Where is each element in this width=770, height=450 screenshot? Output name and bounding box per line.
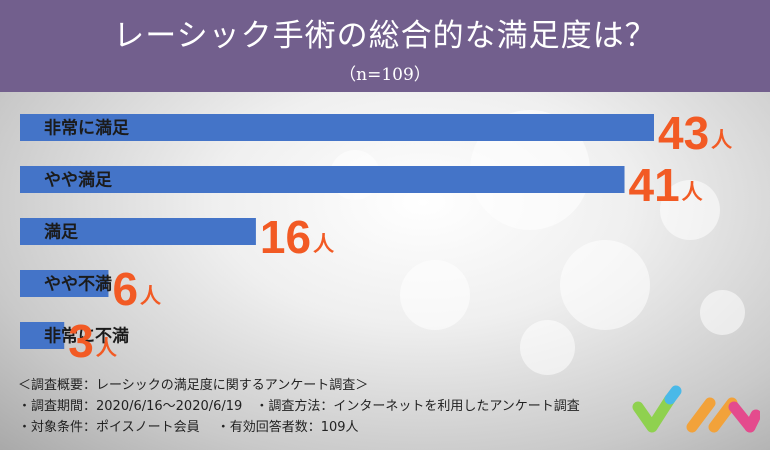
value-unit-label: 人 [711, 129, 732, 152]
value-label: 41 [629, 159, 680, 211]
category-label: 非常に満足 [44, 118, 129, 139]
category-label: やや不満 [44, 274, 112, 295]
bar-1 [20, 114, 654, 141]
survey-notes-heading: ＜調査概要：レーシックの満足度に関するアンケート調査＞ [18, 378, 369, 393]
chart-title: レーシック手術の総合的な満足度は？ [113, 18, 657, 54]
value-label: 43 [658, 107, 709, 159]
bar-5 [20, 322, 65, 349]
bar-4 [20, 270, 109, 297]
value-label: 16 [260, 211, 311, 263]
check-logo-icon [632, 385, 760, 433]
category-label: 満足 [44, 222, 78, 243]
bar-2 [20, 166, 625, 193]
survey-notes-conditions: ・対象条件：ポイスノート会員 ・有効回答者数：109人 [18, 420, 359, 435]
category-label: やや満足 [44, 170, 112, 191]
category-label: 非常に不満 [44, 326, 129, 347]
value-label: 6 [112, 263, 138, 315]
value-unit-label: 人 [313, 233, 334, 256]
chart-subtitle: （n=109） [339, 65, 431, 85]
chart-header: レーシック手術の総合的な満足度は？ （n=109） [0, 0, 770, 92]
survey-notes-period-method: ・調査期間：2020/6/16〜2020/6/19 ・調査方法：インターネットを… [18, 399, 580, 414]
value-unit-label: 人 [140, 285, 161, 308]
bar-3 [20, 218, 256, 245]
value-unit-label: 人 [96, 337, 117, 360]
survey-notes: ＜調査概要：レーシックの満足度に関するアンケート調査＞ ・調査期間：2020/6… [18, 375, 580, 438]
value-unit-label: 人 [682, 181, 703, 204]
value-label: 3 [68, 315, 94, 367]
